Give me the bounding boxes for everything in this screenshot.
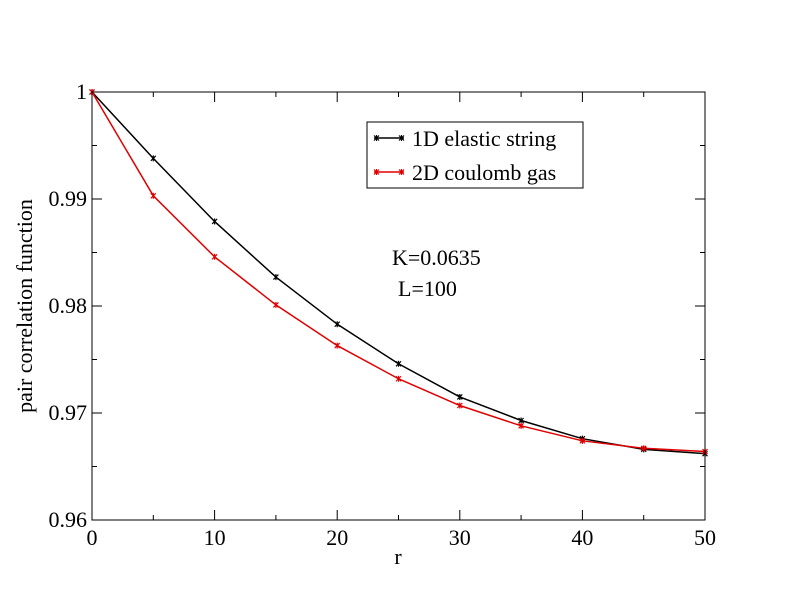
data-point [211,253,218,260]
data-point [395,360,402,367]
y-tick-label: 0.98 [49,293,88,318]
legend: 1D elastic string 2D coulomb gas [366,121,584,189]
legend-marker-2d-coulomb-gas [373,169,405,175]
data-point [150,155,157,162]
data-point [518,417,525,424]
y-tick-label: 0.97 [49,400,88,425]
y-tick-label: 0.96 [49,507,88,532]
data-point [640,445,647,452]
legend-label-1d-elastic-string: 1D elastic string [412,126,556,151]
plot-frame [91,91,706,521]
x-tick-label: 30 [449,525,471,550]
x-tick-label: 10 [204,525,226,550]
x-tick-label: 50 [694,525,716,550]
data-point [334,342,341,349]
data-point [272,301,279,308]
data-point [334,321,341,328]
data-point [272,274,279,281]
tick-labels: 0 10 20 30 40 50 0.96 0.97 0.98 0.99 1 [49,79,717,550]
legend-box [366,121,584,189]
data-point [456,393,463,400]
series-layer [89,89,708,457]
data-point [211,218,218,225]
x-axis-label: r [394,544,402,569]
data-point [518,422,525,429]
data-point [395,375,402,382]
y-tick-label: 0.99 [49,186,88,211]
x-tick-label: 20 [326,525,348,550]
x-tick-label: 40 [571,525,593,550]
annotation-k-value: K=0.0635 [392,245,481,270]
y-axis-label: pair correlation function [12,199,37,413]
data-point [579,437,586,444]
data-point [456,402,463,409]
legend-label-2d-coulomb-gas: 2D coulomb gas [412,160,556,185]
data-point [150,192,157,199]
annotation-l-value: L=100 [398,276,457,301]
y-tick-label: 1 [76,79,87,104]
x-tick-label: 0 [87,525,98,550]
legend-marker-1d-elastic-string [373,135,405,141]
